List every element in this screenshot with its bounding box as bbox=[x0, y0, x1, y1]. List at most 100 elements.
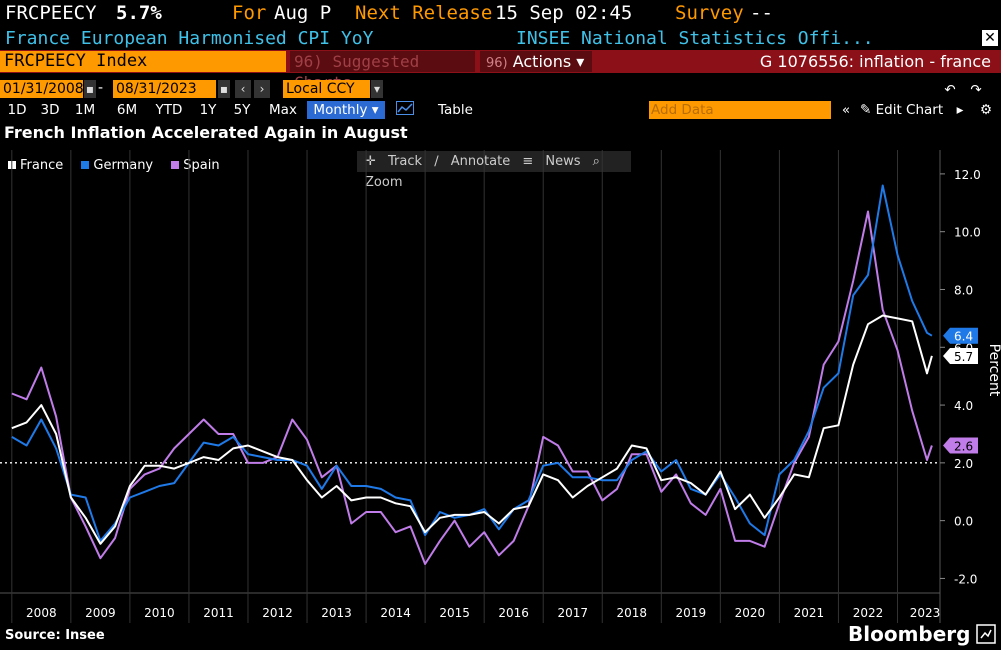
actions-label: Actions bbox=[512, 52, 572, 71]
legend-item-spain[interactable]: Spain bbox=[171, 158, 220, 173]
annotate-label: Annotate bbox=[450, 154, 511, 169]
chart-legend: France Germany Spain bbox=[8, 158, 234, 173]
undo-icon[interactable]: ↶ bbox=[944, 82, 956, 98]
series-line-spain bbox=[11, 210, 933, 565]
news-label: News bbox=[545, 154, 581, 169]
close-icon[interactable]: ✕ bbox=[982, 30, 998, 46]
period-5y[interactable]: 5Y bbox=[233, 102, 251, 118]
x-tick-label: 2010 bbox=[144, 606, 175, 620]
last-value-label-spain: 2.6 bbox=[943, 437, 978, 454]
period-max[interactable]: Max bbox=[269, 102, 297, 118]
period-ytd[interactable]: YTD bbox=[155, 102, 183, 118]
x-tick-label: 2015 bbox=[439, 606, 470, 620]
x-tick-label: 2022 bbox=[853, 606, 884, 620]
line-chart-icon[interactable] bbox=[394, 101, 416, 119]
period-1d[interactable]: 1D bbox=[7, 102, 27, 118]
last-value-text: 2.6 bbox=[954, 440, 973, 454]
period-value: Aug P bbox=[274, 2, 332, 24]
pin-icon[interactable]: ▸ bbox=[956, 102, 964, 118]
chevron-left-icon[interactable]: ‹ bbox=[235, 80, 251, 98]
legend-item-germany[interactable]: Germany bbox=[81, 158, 153, 173]
survey-label: Survey bbox=[675, 2, 744, 24]
period-3d[interactable]: 3D bbox=[40, 102, 60, 118]
edit-chart-button[interactable]: ✎ Edit Chart bbox=[860, 101, 943, 119]
x-tick-label: 2021 bbox=[794, 606, 825, 620]
x-tick-label: 2012 bbox=[262, 606, 293, 620]
calendar-icon[interactable]: ▪ bbox=[84, 80, 96, 98]
calendar-icon[interactable]: ▪ bbox=[218, 80, 230, 98]
currency-field[interactable]: Local CCY bbox=[283, 80, 370, 98]
y-axis-label: Percent bbox=[986, 344, 1001, 397]
series-line-germany bbox=[11, 184, 933, 542]
security-header: FRCPEECY 5.7% For Aug P Next Release 15 … bbox=[0, 0, 1001, 28]
zoom-tool[interactable]: ⌕ Zoom bbox=[365, 154, 600, 190]
suggested-charts-button[interactable]: 96) Suggested Charts bbox=[290, 51, 475, 92]
last-value-tag bbox=[943, 327, 978, 344]
next-release-value: 15 Sep 02:45 bbox=[495, 2, 633, 24]
y-tick-label: -2.0 bbox=[954, 572, 977, 586]
period-1m[interactable]: 1M bbox=[74, 102, 96, 118]
actions-number: 96) bbox=[486, 56, 508, 71]
x-tick-label: 2023 bbox=[910, 606, 941, 620]
x-tick-label: 2008 bbox=[26, 606, 57, 620]
chart-title: French Inflation Accelerated Again in Au… bbox=[4, 123, 408, 142]
for-label: For bbox=[232, 2, 267, 24]
settings-icon[interactable] bbox=[976, 624, 996, 644]
chart-source: Source: Insee bbox=[5, 628, 105, 643]
news-tool[interactable]: ≡ News bbox=[522, 154, 581, 169]
settings-icon[interactable]: ⚙ bbox=[979, 102, 993, 118]
frequency-select[interactable]: Monthly ▾ bbox=[307, 101, 385, 119]
period-1y[interactable]: 1Y bbox=[199, 102, 217, 118]
last-value-text: 6.4 bbox=[954, 330, 973, 344]
legend-label-germany: Germany bbox=[93, 158, 154, 173]
y-tick-label: 4.0 bbox=[954, 399, 973, 413]
period-toolbar: 1D 3D 1M 6M YTD 1Y 5Y Max Monthly ▾ Tabl… bbox=[0, 82, 1001, 120]
x-tick-label: 2014 bbox=[380, 606, 411, 620]
chevron-down-icon: ▾ bbox=[576, 52, 585, 71]
graph-title: G 1076556: inflation - france bbox=[759, 52, 991, 71]
redo-icon[interactable]: ↷ bbox=[970, 82, 982, 98]
zoom-label: Zoom bbox=[365, 175, 403, 190]
next-release-label: Next Release bbox=[355, 2, 493, 24]
collapse-icon[interactable]: « bbox=[841, 102, 851, 118]
chevron-right-icon[interactable]: › bbox=[254, 80, 270, 98]
security-description: France European Harmonised CPI YoY bbox=[5, 28, 374, 49]
x-tick-label: 2011 bbox=[203, 606, 234, 620]
last-value-tag bbox=[943, 437, 978, 454]
end-date-field[interactable]: 08/31/2023 bbox=[113, 80, 216, 98]
x-tick-label: 2017 bbox=[557, 606, 588, 620]
date-range-bar: 01/31/2008 ▪ - 08/31/2023 ▪ ‹ › Local CC… bbox=[0, 80, 1001, 100]
legend-label-spain: Spain bbox=[183, 158, 220, 173]
annotate-tool[interactable]: ∕ Annotate bbox=[434, 154, 511, 169]
y-tick-label: 0.0 bbox=[954, 515, 973, 529]
period-6m[interactable]: 6M bbox=[116, 102, 138, 118]
y-tick-label: 8.0 bbox=[954, 283, 973, 297]
legend-label-france: France bbox=[20, 158, 64, 173]
x-tick-label: 2013 bbox=[321, 606, 352, 620]
index-field[interactable]: FRCPEECY Index bbox=[0, 51, 286, 72]
x-tick-label: 2019 bbox=[676, 606, 707, 620]
last-value-tag bbox=[943, 347, 978, 364]
track-tool[interactable]: ✛ Track bbox=[365, 154, 423, 169]
series-line-france bbox=[11, 314, 933, 545]
y-tick-label: 2.0 bbox=[954, 457, 973, 471]
last-value-label-france: 5.7 bbox=[943, 347, 978, 364]
start-date-field[interactable]: 01/31/2008 bbox=[0, 80, 84, 98]
x-tick-label: 2020 bbox=[735, 606, 766, 620]
edit-chart-label: Edit Chart bbox=[875, 102, 944, 118]
add-data-input[interactable]: Add Data bbox=[649, 101, 831, 119]
table-button[interactable]: Table bbox=[438, 102, 473, 118]
y-tick-label: 10.0 bbox=[954, 226, 981, 240]
x-axis-band bbox=[0, 593, 940, 623]
chevron-down-icon[interactable]: ▾ bbox=[371, 80, 383, 98]
pencil-icon: ✎ bbox=[860, 102, 872, 118]
x-tick-label: 2009 bbox=[85, 606, 116, 620]
chevron-down-icon: ▾ bbox=[371, 102, 379, 118]
actions-menu[interactable]: 96) Actions ▾ bbox=[480, 51, 592, 72]
description-row: France European Harmonised CPI YoY INSEE… bbox=[0, 28, 1001, 50]
x-tick-label: 2016 bbox=[498, 606, 529, 620]
y-tick-label: 12.0 bbox=[954, 168, 981, 182]
source-organization: INSEE National Statistics Offi... bbox=[516, 28, 874, 49]
x-tick-label: 2018 bbox=[617, 606, 648, 620]
